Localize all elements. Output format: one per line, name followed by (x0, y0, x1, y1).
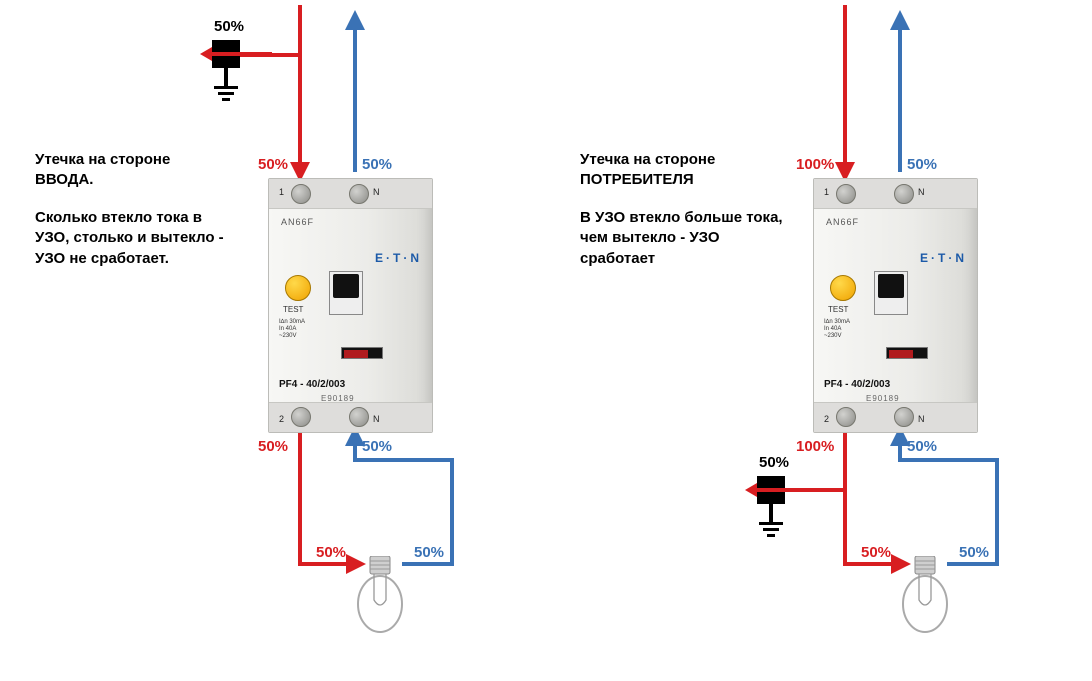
device-stamp: AN66F (281, 217, 314, 227)
leak-pct-right: 50% (759, 454, 789, 471)
pct-bot-neutral-left: 50% (362, 438, 392, 455)
desc-right: В УЗО втекло больше тока, чем вытекло - … (580, 208, 790, 269)
term-1: 1 (279, 187, 284, 197)
pct-load-phase-right: 50% (861, 544, 891, 561)
term-1: 1 (824, 187, 829, 197)
trip-indicator-icon (886, 347, 928, 359)
switch-icon (329, 271, 363, 315)
title-right: Утечка на стороне ПОТРЕБИТЕЛЯ (580, 150, 775, 191)
device-model: PF4 - 40/2/003 (279, 379, 345, 390)
switch-icon (874, 271, 908, 315)
term-2: 2 (824, 414, 829, 424)
term-n-bot: N (918, 414, 925, 424)
test-button-icon (285, 275, 311, 301)
ground-leak-right (757, 476, 785, 504)
pct-top-phase-left: 50% (258, 156, 288, 173)
term-n-top: N (918, 187, 925, 197)
desc-left: Сколько втекло тока в УЗО, столько и выт… (35, 208, 240, 269)
term-n-top: N (373, 187, 380, 197)
diagram-left: 50% 1 N 2 N AN66F E·T·N TEST I∆n 30mA In… (0, 0, 545, 681)
test-label: TEST (828, 305, 848, 314)
lightbulb-icon-right (901, 556, 949, 634)
title-left: Утечка на стороне ВВОДА. (35, 150, 230, 191)
term-2: 2 (279, 414, 284, 424)
pct-load-neutral-right: 50% (959, 544, 989, 561)
pct-top-neutral-left: 50% (362, 156, 392, 173)
device-brand: E·T·N (920, 251, 967, 265)
pct-top-neutral-right: 50% (907, 156, 937, 173)
device-brand: E·T·N (375, 251, 422, 265)
device-serial: E90189 (321, 394, 355, 403)
pct-load-neutral-left: 50% (414, 544, 444, 561)
term-n-bot: N (373, 414, 380, 424)
pct-load-phase-left: 50% (316, 544, 346, 561)
device-serial: E90189 (866, 394, 900, 403)
pct-bot-phase-left: 50% (258, 438, 288, 455)
pct-bot-phase-right: 100% (796, 438, 834, 455)
diagram-right: 50% 1 N 2 N AN66F E·T·N TEST I∆n 30mA In… (545, 0, 1090, 681)
rcd-device-right: 1 N 2 N AN66F E·T·N TEST I∆n 30mA In 40A… (813, 178, 978, 433)
trip-indicator-icon (341, 347, 383, 359)
lightbulb-icon-left (356, 556, 404, 634)
device-stamp: AN66F (826, 217, 859, 227)
device-specs: I∆n 30mA In 40A ~230V (279, 319, 305, 341)
test-button-icon (830, 275, 856, 301)
pct-bot-neutral-right: 50% (907, 438, 937, 455)
pct-top-phase-right: 100% (796, 156, 834, 173)
ground-leak-left (212, 40, 240, 68)
test-label: TEST (283, 305, 303, 314)
device-model: PF4 - 40/2/003 (824, 379, 890, 390)
device-specs: I∆n 30mA In 40A ~230V (824, 319, 850, 341)
leak-pct-left: 50% (214, 18, 244, 35)
rcd-device-left: 1 N 2 N AN66F E·T·N TEST I∆n 30mA In 40A… (268, 178, 433, 433)
